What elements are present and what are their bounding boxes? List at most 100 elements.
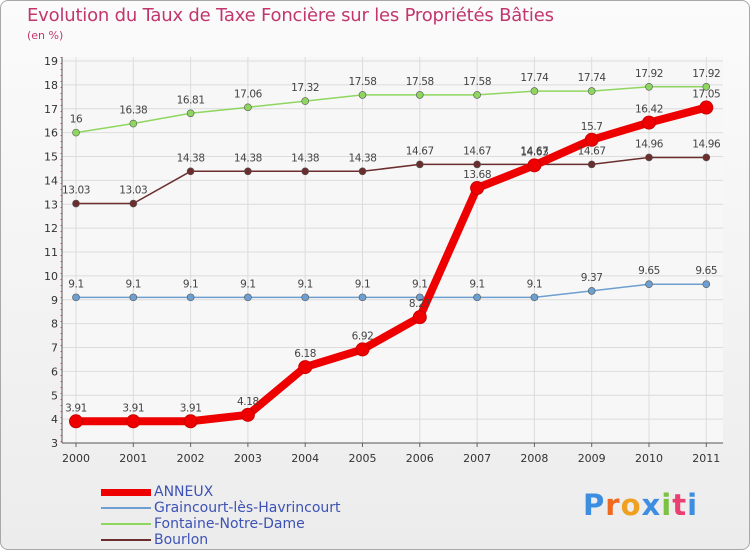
y-tick-label: 15 <box>44 151 58 164</box>
data-label-anneux: 8.27 <box>409 298 431 310</box>
data-label-bourlon: 14.96 <box>692 138 721 150</box>
y-tick-label: 17 <box>44 103 58 116</box>
y-tick-label: 16 <box>44 127 58 140</box>
data-label-bourlon: 14.38 <box>348 152 376 164</box>
data-point-bourlon <box>358 167 367 176</box>
data-point-anneux <box>126 414 141 429</box>
data-label-graincourt-les-havrincourt: 9.65 <box>695 265 717 277</box>
y-tick-label: 8 <box>51 318 58 331</box>
data-point-bourlon <box>702 153 711 162</box>
proxiti-logo: Proxiti <box>583 488 698 522</box>
data-point-bourlon <box>415 160 424 169</box>
data-point-fontaine-notre-dame <box>530 87 539 95</box>
data-point-anneux <box>584 132 599 147</box>
data-point-fontaine-notre-dame <box>415 91 424 99</box>
legend-swatch <box>101 539 151 541</box>
data-label-anneux: 15.7 <box>581 121 603 133</box>
data-point-anneux <box>527 158 542 173</box>
data-label-anneux: 17.05 <box>692 89 720 101</box>
data-point-fontaine-notre-dame <box>358 91 367 99</box>
data-point-bourlon <box>244 167 252 176</box>
data-point-bourlon <box>129 199 138 208</box>
data-point-graincourt-les-havrincourt <box>645 280 653 289</box>
data-label-bourlon: 14.96 <box>635 138 664 150</box>
data-point-graincourt-les-havrincourt <box>358 293 367 302</box>
logo-letter: x <box>641 488 662 522</box>
data-point-bourlon <box>645 153 653 162</box>
logo-letter: P <box>583 488 606 522</box>
data-label-fontaine-notre-dame: 17.74 <box>520 72 549 84</box>
data-label-fontaine-notre-dame: 16 <box>70 114 83 126</box>
data-point-fontaine-notre-dame <box>244 103 252 112</box>
data-label-bourlon: 14.38 <box>177 152 205 164</box>
data-point-bourlon <box>473 160 481 169</box>
data-label-anneux: 3.91 <box>122 402 144 414</box>
x-tick-label: 2000 <box>62 452 90 465</box>
data-label-fontaine-notre-dame: 17.92 <box>635 68 663 80</box>
series-line-anneux <box>76 103 708 426</box>
data-label-bourlon: 14.38 <box>291 152 319 164</box>
y-tick-label: 7 <box>51 342 58 355</box>
data-label-anneux: 6.18 <box>294 348 316 360</box>
data-label-anneux: 3.91 <box>65 402 87 414</box>
data-label-graincourt-les-havrincourt: 9.1 <box>68 278 84 290</box>
data-label-bourlon: 13.03 <box>119 185 147 197</box>
data-label-graincourt-les-havrincourt: 9.1 <box>412 278 428 290</box>
plot-area <box>62 57 723 443</box>
data-label-fontaine-notre-dame: 17.58 <box>463 76 491 88</box>
data-point-anneux <box>642 115 656 130</box>
data-point-anneux <box>355 342 370 357</box>
data-label-bourlon: 14.67 <box>406 145 434 157</box>
chart-subtitle: (en %) <box>27 29 64 42</box>
data-label-anneux: 4.18 <box>237 396 259 408</box>
logo-letter: i <box>661 488 673 522</box>
data-label-graincourt-les-havrincourt: 9.65 <box>638 265 660 277</box>
data-label-fontaine-notre-dame: 17.06 <box>234 88 263 100</box>
data-label-graincourt-les-havrincourt: 9.1 <box>240 278 256 290</box>
data-label-graincourt-les-havrincourt: 9.1 <box>527 278 543 290</box>
data-label-fontaine-notre-dame: 17.92 <box>692 68 720 80</box>
legend-label: ANNEUX <box>154 484 214 500</box>
data-point-fontaine-notre-dame <box>587 87 596 95</box>
y-tick-label: 11 <box>44 246 58 259</box>
chart-title: Evolution du Taux de Taxe Foncière sur l… <box>27 5 554 26</box>
y-tick-label: 10 <box>44 270 58 283</box>
legend-label: Fontaine-Notre-Dame <box>154 516 305 532</box>
x-tick-label: 2004 <box>291 452 319 465</box>
data-point-fontaine-notre-dame <box>72 128 80 137</box>
y-tick-label: 9 <box>51 294 58 307</box>
data-point-anneux <box>412 310 427 325</box>
data-label-graincourt-les-havrincourt: 9.1 <box>183 278 199 290</box>
data-point-fontaine-notre-dame <box>702 82 711 91</box>
data-point-anneux <box>240 407 255 422</box>
x-tick-label: 2007 <box>463 452 491 465</box>
data-point-fontaine-notre-dame <box>129 119 138 128</box>
data-point-bourlon <box>587 160 596 169</box>
x-tick-label: 2001 <box>119 452 147 465</box>
data-point-anneux <box>69 414 83 429</box>
data-label-bourlon: 14.67 <box>463 145 491 157</box>
data-point-graincourt-les-havrincourt <box>186 293 195 302</box>
series-line-fontaine-notre-dame <box>75 86 707 134</box>
data-point-fontaine-notre-dame <box>301 97 310 105</box>
data-point-graincourt-les-havrincourt <box>702 280 711 289</box>
y-tick-label: 3 <box>51 437 58 450</box>
legend-swatch <box>101 523 151 525</box>
data-point-graincourt-les-havrincourt <box>530 293 539 302</box>
data-label-bourlon: 14.38 <box>234 152 262 164</box>
data-point-graincourt-les-havrincourt <box>244 293 252 302</box>
y-tick-label: 19 <box>44 55 58 68</box>
data-point-fontaine-notre-dame <box>186 109 195 118</box>
x-tick-label: 2008 <box>520 452 548 465</box>
data-label-bourlon: 14.67 <box>520 145 548 157</box>
legend-swatch <box>101 507 151 509</box>
data-label-graincourt-les-havrincourt: 9.1 <box>355 278 371 290</box>
y-tick-label: 6 <box>51 365 58 378</box>
data-label-fontaine-notre-dame: 16.38 <box>119 105 147 117</box>
y-tick-label: 18 <box>44 79 58 92</box>
data-point-fontaine-notre-dame <box>645 82 653 91</box>
data-label-anneux: 3.91 <box>180 402 202 414</box>
data-point-graincourt-les-havrincourt <box>415 293 424 302</box>
